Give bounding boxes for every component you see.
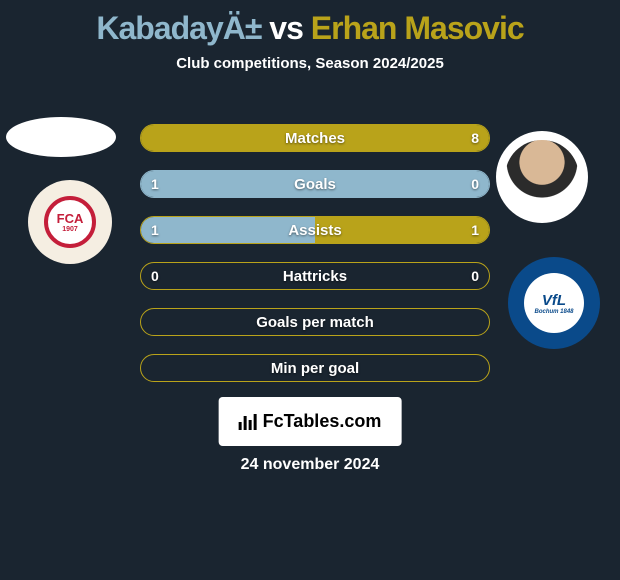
player2-name: Erhan Masovic (311, 10, 524, 46)
club-badge-sub: Bochum 1848 (534, 309, 573, 315)
stat-label: Matches (285, 130, 345, 147)
player1-avatar (6, 117, 116, 157)
site-label: FcTables.com (263, 411, 382, 432)
comparison-subtitle: Club competitions, Season 2024/2025 (0, 55, 620, 72)
player2-avatar (496, 131, 588, 223)
stat-row: 0 0 Hattricks (140, 262, 490, 290)
vs-text: vs (269, 10, 303, 46)
chart-icon (239, 414, 257, 430)
stat-value-player1: 1 (151, 222, 159, 238)
stats-panel: 8 Matches 1 0 Goals 1 1 Assists 0 0 Hattricks Goals… (140, 124, 490, 400)
club-badge-year: 1907 (57, 226, 84, 233)
stat-value-player2: 8 (471, 130, 479, 146)
stat-label: Hattricks (283, 268, 347, 285)
stat-label: Assists (288, 222, 341, 239)
stat-row: 1 0 Goals (140, 170, 490, 198)
comparison-title: KabadayÄ± vs Erhan Masovic (0, 0, 620, 47)
stat-label: Goals per match (256, 314, 374, 331)
stat-label: Min per goal (271, 360, 359, 377)
site-watermark: FcTables.com (219, 397, 402, 446)
stat-value-player1: 0 (151, 268, 159, 284)
comparison-date: 24 november 2024 (0, 456, 620, 474)
stat-value-player2: 0 (471, 176, 479, 192)
stat-row: 1 1 Assists (140, 216, 490, 244)
stat-label: Goals (294, 176, 336, 193)
stat-value-player2: 0 (471, 268, 479, 284)
stat-row: 8 Matches (140, 124, 490, 152)
stat-row: Goals per match (140, 308, 490, 336)
player2-club-badge: VfL Bochum 1848 (508, 257, 600, 349)
club-badge-label: VfL (534, 292, 573, 309)
stat-value-player2: 1 (471, 222, 479, 238)
player1-name: KabadayÄ± (96, 10, 261, 46)
club-badge-label: FCA (57, 211, 84, 226)
stat-row: Min per goal (140, 354, 490, 382)
stat-value-player1: 1 (151, 176, 159, 192)
player1-club-badge: FCA 1907 (28, 180, 112, 264)
